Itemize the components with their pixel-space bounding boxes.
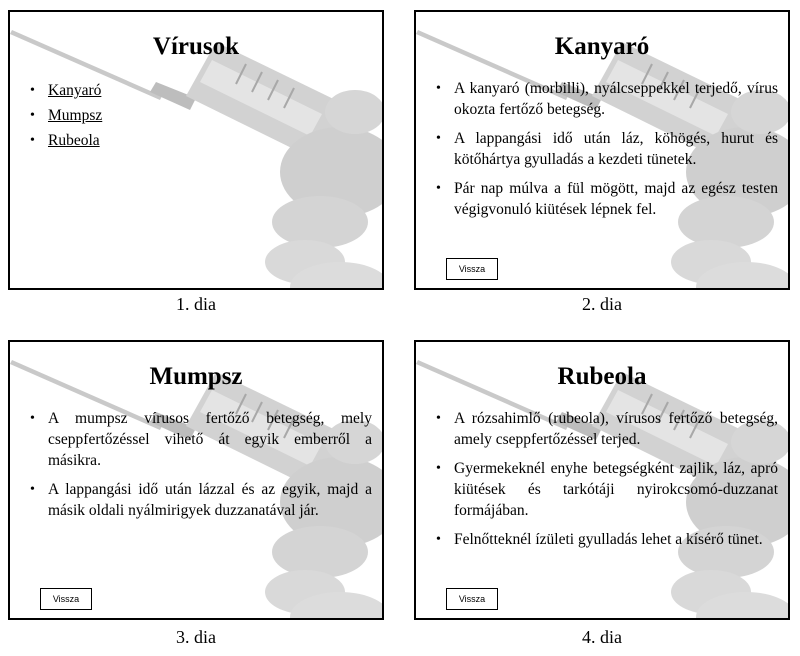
list-item: Kanyaró (30, 80, 372, 101)
list-item: Felnőtteknél ízületi gyulladás lehet a k… (436, 529, 778, 550)
slide-caption: 3. dia (176, 627, 216, 647)
list-item: A kanyaró (morbilli), nyálcseppekkel ter… (436, 78, 778, 120)
slide-2: Kanyaró A kanyaró (morbilli), nyálcseppe… (414, 10, 790, 290)
slide-4: Rubeola A rózsahimlő (rubeola), vírusos … (414, 340, 790, 620)
slide-bullets: A mumpsz vírusos fertőző betegség, mely … (30, 408, 372, 529)
slide-bullets: A rózsahimlő (rubeola), vírusos fertőző … (436, 408, 778, 558)
slide-caption: 4. dia (582, 627, 622, 647)
slide-bullets: A kanyaró (morbilli), nyálcseppekkel ter… (436, 78, 778, 228)
slide-caption: 2. dia (582, 294, 622, 314)
slide-title: Vírusok (152, 33, 240, 60)
link-mumpsz[interactable]: Mumpsz (48, 107, 103, 124)
slide-title: Kanyaró (554, 33, 650, 60)
list-item: A mumpsz vírusos fertőző betegség, mely … (30, 408, 372, 471)
back-button[interactable]: Vissza (446, 588, 498, 610)
list-item: Pár nap múlva a fül mögött, majd az egés… (436, 178, 778, 220)
slide-title: Rubeola (557, 363, 647, 390)
slide-caption: 1. dia (176, 294, 216, 314)
back-button[interactable]: Vissza (40, 588, 92, 610)
slide-bullets: Kanyaró Mumpsz Rubeola (30, 80, 372, 155)
slide-3: Mumpsz A mumpsz vírusos fertőző betegség… (8, 340, 384, 620)
link-kanyaro[interactable]: Kanyaró (48, 82, 102, 99)
link-rubeola[interactable]: Rubeola (48, 132, 100, 149)
list-item: Mumpsz (30, 105, 372, 126)
list-item: A rózsahimlő (rubeola), vírusos fertőző … (436, 408, 778, 450)
slide-title: Mumpsz (149, 363, 243, 390)
list-item: A lappangási idő után lázzal és az egyik… (30, 479, 372, 521)
list-item: Rubeola (30, 130, 372, 151)
back-button[interactable]: Vissza (446, 258, 498, 280)
list-item: Gyermekeknél enyhe betegségként zajlik, … (436, 458, 778, 521)
list-item: A lappangási idő után láz, köhögés, huru… (436, 128, 778, 170)
slide-1: Vírusok Kanyaró Mumpsz Rubeola (8, 10, 384, 290)
